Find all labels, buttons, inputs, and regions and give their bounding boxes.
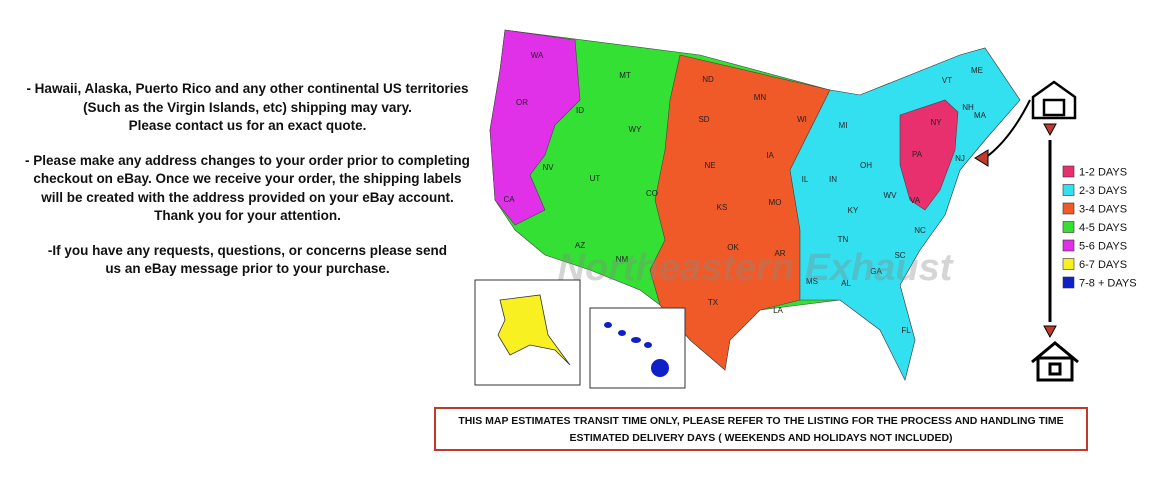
- state-label: MN: [754, 93, 767, 102]
- legend-swatch: [1062, 239, 1075, 252]
- state-label: CA: [503, 195, 515, 204]
- state-label: TN: [838, 235, 849, 244]
- note-line: -If you have any requests, questions, or…: [47, 242, 448, 258]
- note-line: checkout on eBay. Once we receive your o…: [33, 171, 462, 186]
- state-label: MI: [839, 121, 848, 130]
- state-label: AL: [841, 279, 851, 288]
- state-label: OR: [516, 98, 528, 107]
- hawaii: [604, 322, 669, 377]
- legend-label: 7-8 + DAYS: [1079, 278, 1137, 290]
- footer-note: THIS MAP ESTIMATES TRANSIT TIME ONLY, PL…: [434, 407, 1088, 451]
- legend-label: 2-3 DAYS: [1079, 185, 1127, 197]
- state-label: ND: [702, 75, 714, 84]
- legend-swatch: [1062, 184, 1075, 196]
- alaska: [497, 294, 571, 366]
- state-label: NH: [962, 103, 974, 112]
- legend-label: 5-6 DAYS: [1079, 241, 1127, 253]
- state-label: GA: [870, 267, 882, 276]
- notes: - Hawaii, Alaska, Puerto Rico and any ot…: [0, 80, 495, 295]
- delivery-zone: [899, 99, 959, 211]
- note-line: - Hawaii, Alaska, Puerto Rico and any ot…: [26, 81, 469, 96]
- legend-swatch: [1062, 165, 1075, 178]
- state-label: MA: [974, 111, 987, 120]
- state-label: OK: [727, 243, 739, 252]
- footer-line: ESTIMATED DELIVERY DAYS ( WEEKENDS AND H…: [569, 432, 953, 444]
- note-line: Thank you for your attention.: [154, 208, 341, 223]
- note-paragraph: - Hawaii, Alaska, Puerto Rico and any ot…: [0, 80, 495, 136]
- state-label: AR: [774, 249, 785, 258]
- warehouse-icon: [1031, 80, 1077, 120]
- state-label: KS: [717, 203, 728, 212]
- state-label: WY: [629, 125, 643, 134]
- house-icon: [1031, 341, 1079, 382]
- state-label: OH: [860, 161, 872, 170]
- arrow: [984, 99, 1031, 159]
- state-label: MO: [769, 198, 782, 207]
- state-label: MS: [806, 277, 818, 286]
- state-label: IN: [829, 175, 837, 184]
- legend-label: 3-4 DAYS: [1079, 204, 1127, 216]
- state-label: IA: [766, 151, 774, 160]
- state-label: CO: [646, 189, 658, 198]
- state-label: SD: [698, 115, 709, 124]
- legend-swatch: [1062, 221, 1075, 233]
- watermark: Northeastern Exhaust: [558, 247, 954, 289]
- state-label: PA: [912, 150, 923, 159]
- arrow-head: [974, 149, 989, 167]
- state-label: TX: [708, 298, 719, 307]
- state-label: SC: [894, 251, 905, 260]
- legend-swatch: [1062, 276, 1075, 289]
- arrow-head: [1043, 325, 1057, 339]
- note-line: us an eBay message prior to your purchas…: [105, 261, 390, 276]
- note-paragraph: -If you have any requests, questions, or…: [0, 242, 495, 279]
- state-label: WV: [884, 191, 898, 200]
- state-label: MT: [619, 71, 631, 80]
- state-label: WI: [797, 115, 807, 124]
- state-label: UT: [590, 174, 601, 183]
- state-label: NC: [914, 226, 926, 235]
- delivery-zone: [489, 29, 581, 226]
- state-label: VA: [910, 196, 921, 205]
- legend-swatch: [1062, 202, 1075, 215]
- state-label: ME: [971, 66, 983, 75]
- note-paragraph: - Please make any address changes to you…: [0, 152, 495, 226]
- state-label: IL: [802, 175, 809, 184]
- state-label: AZ: [575, 241, 585, 250]
- state-label: ID: [576, 106, 584, 115]
- delivery-zone: [789, 47, 1021, 381]
- legend-label: 6-7 DAYS: [1079, 259, 1127, 271]
- note-line: will be created with the address provide…: [41, 189, 454, 205]
- state-label: NV: [542, 163, 554, 172]
- note-line: - Please make any address changes to you…: [25, 152, 470, 168]
- state-label: WA: [531, 51, 544, 60]
- state-label: NJ: [955, 154, 965, 163]
- state-label: NE: [704, 161, 715, 170]
- note-line: (Such as the Virgin Islands, etc) shippi…: [83, 99, 412, 115]
- state-label: KY: [848, 206, 859, 215]
- state-label: LA: [773, 306, 783, 315]
- note-line: Please contact us for an exact quote.: [128, 118, 367, 133]
- state-label: NY: [930, 118, 942, 127]
- legend-label: 4-5 DAYS: [1079, 222, 1127, 234]
- legend-swatch: [1062, 258, 1075, 270]
- arrow-head: [1043, 123, 1057, 137]
- state-label: NM: [616, 255, 629, 264]
- state-label: FL: [901, 326, 911, 335]
- footer-line: THIS MAP ESTIMATES TRANSIT TIME ONLY, PL…: [458, 415, 1064, 427]
- state-label: VT: [942, 76, 952, 85]
- inset-frame: [589, 307, 686, 389]
- legend-label: 1-2 DAYS: [1079, 167, 1127, 179]
